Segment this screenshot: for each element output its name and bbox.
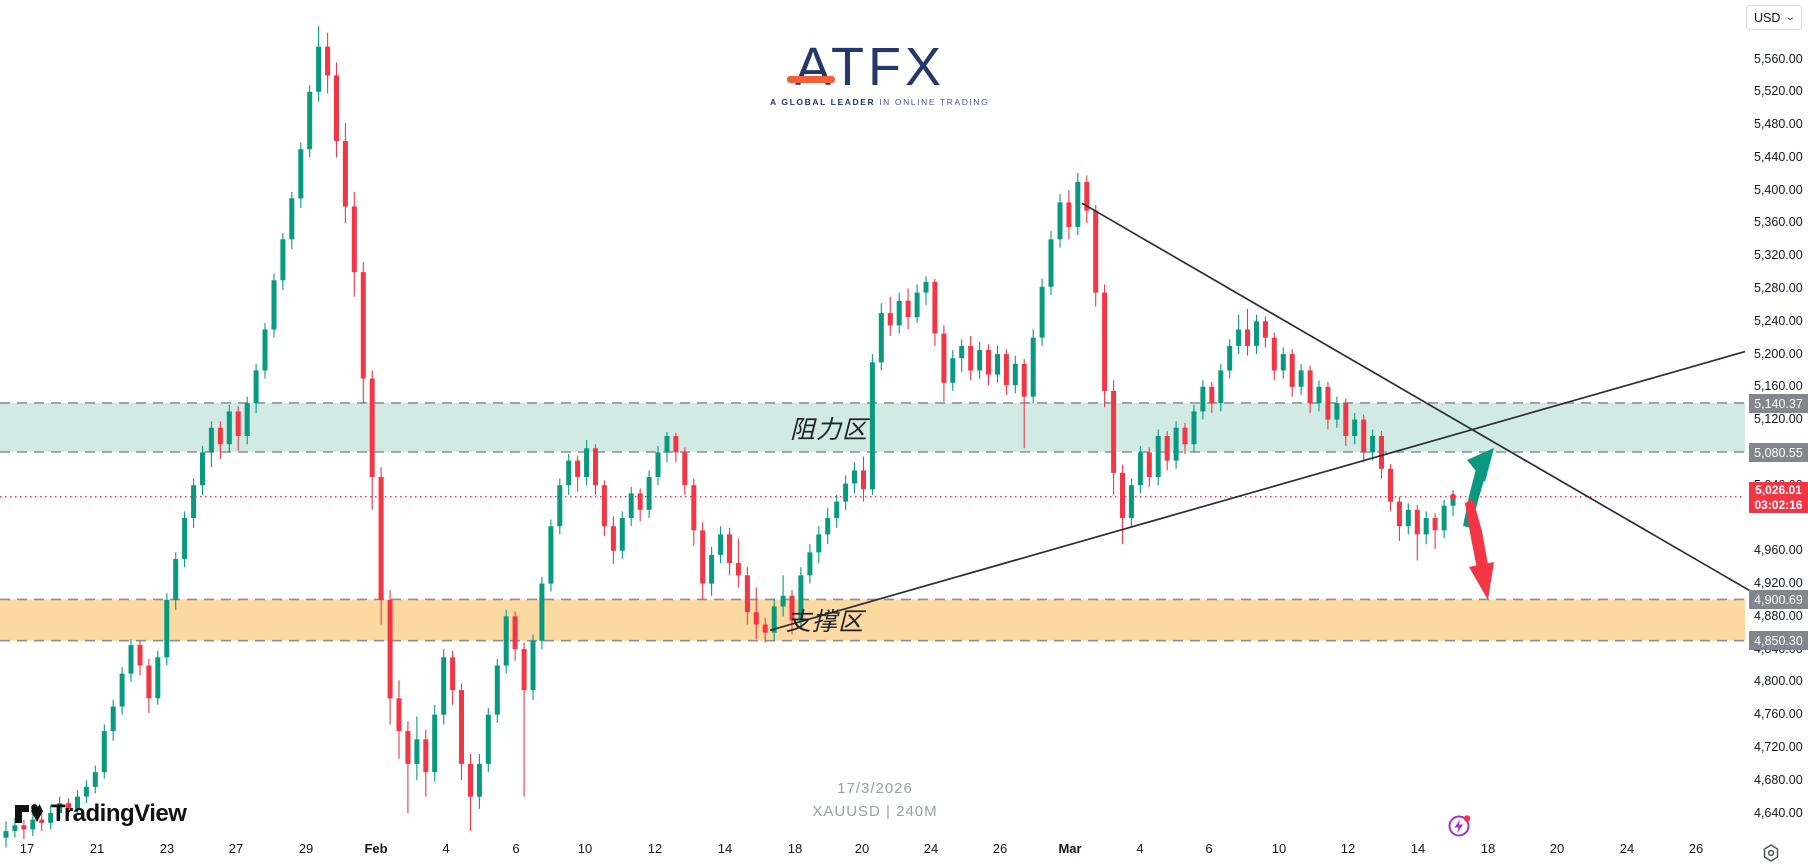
price-axis-tick[interactable]: 5,120.00 <box>1754 412 1803 427</box>
price-axis-tick[interactable]: 5,440.00 <box>1754 149 1803 164</box>
atfx-brand-text: ATFX <box>795 37 945 97</box>
support-top-price-label: 4,900.69 <box>1749 590 1808 609</box>
price-axis-tick[interactable]: 5,320.00 <box>1754 248 1803 263</box>
chart-watermark: 17/3/2026 XAUUSD | 240M <box>760 780 990 820</box>
time-axis-label[interactable]: 24 <box>1619 841 1635 856</box>
last-price-dot <box>1450 493 1456 500</box>
price-axis-tick[interactable]: 5,520.00 <box>1754 84 1803 99</box>
time-axis-label[interactable]: 23 <box>159 841 175 856</box>
time-axis-label[interactable]: 17 <box>19 841 35 856</box>
time-axis-label[interactable]: 6 <box>512 841 520 856</box>
atfx-orange-dash-icon <box>787 76 835 83</box>
resistance-bottom-price-label: 5,080.55 <box>1749 443 1808 462</box>
price-axis-tick[interactable]: 5,360.00 <box>1754 215 1803 230</box>
time-axis-label[interactable]: 18 <box>1480 841 1496 856</box>
time-axis-label[interactable]: 6 <box>1205 841 1213 856</box>
time-axis-label[interactable]: 14 <box>717 841 733 856</box>
price-axis-tick[interactable]: 4,640.00 <box>1754 805 1803 820</box>
tradingview-logo[interactable]: TradingView <box>14 799 187 829</box>
ascending-trendline[interactable] <box>769 350 1746 632</box>
watermark-date: 17/3/2026 <box>837 780 913 797</box>
atfx-logo: ATFX A GLOBAL LEADER IN ONLINE TRADING <box>770 37 988 107</box>
atfx-wordmark: ATFX <box>787 37 945 97</box>
time-axis-label[interactable]: 10 <box>577 841 593 856</box>
time-axis-label[interactable]: 14 <box>1410 841 1426 856</box>
price-axis-tick[interactable]: 4,680.00 <box>1754 772 1803 787</box>
time-axis-label[interactable]: 21 <box>89 841 105 856</box>
time-axis-label[interactable]: 12 <box>1340 841 1356 856</box>
watermark-symbol: XAUUSD | 240M <box>812 803 938 820</box>
last-price-value: 5,026.01 <box>1755 483 1802 497</box>
tradingview-mark-icon <box>15 804 43 823</box>
atfx-tagline-bold: A GLOBAL LEADER <box>770 97 876 107</box>
time-axis-label[interactable]: 24 <box>923 841 939 856</box>
price-axis-tick[interactable]: 5,480.00 <box>1754 117 1803 132</box>
price-axis-tick[interactable]: 5,280.00 <box>1754 280 1803 295</box>
price-axis-tick[interactable]: 4,920.00 <box>1754 576 1803 591</box>
price-axis-tick[interactable]: 5,240.00 <box>1754 313 1803 328</box>
currency-selector-value: USD <box>1754 10 1781 25</box>
axis-settings-gear-icon[interactable] <box>1761 843 1781 867</box>
descending-trendline[interactable] <box>1081 202 1764 600</box>
support-zone-label: 支撑区 <box>786 608 865 636</box>
last-price-label: 5,026.01 03:02:16 <box>1749 482 1808 513</box>
time-axis-label[interactable]: 20 <box>854 841 870 856</box>
price-axis-tick[interactable]: 5,560.00 <box>1754 51 1803 66</box>
price-axis-tick[interactable]: 5,400.00 <box>1754 182 1803 197</box>
support-bottom-price-label: 4,850.30 <box>1749 631 1808 650</box>
bearish-scenario-arrow[interactable] <box>1465 499 1494 600</box>
price-axis-tick[interactable]: 4,800.00 <box>1754 674 1803 689</box>
time-axis-label[interactable]: 4 <box>1136 841 1144 856</box>
time-axis-label[interactable]: Feb <box>364 841 388 856</box>
bar-countdown: 03:02:16 <box>1754 498 1803 512</box>
support-zone[interactable] <box>0 599 1745 641</box>
price-axis-tick[interactable]: 4,880.00 <box>1754 608 1803 623</box>
atfx-tagline: A GLOBAL LEADER IN ONLINE TRADING <box>770 97 988 107</box>
time-axis-label[interactable]: 26 <box>1688 841 1704 856</box>
time-axis-label[interactable]: 12 <box>647 841 663 856</box>
price-axis-tick[interactable]: 4,720.00 <box>1754 739 1803 754</box>
time-axis-label[interactable]: 4 <box>442 841 450 856</box>
time-axis-label[interactable]: 27 <box>228 841 244 856</box>
chevron-down-icon: ⌄ <box>1783 12 1796 23</box>
currency-selector[interactable]: USD ⌄ <box>1746 5 1802 30</box>
time-axis-label[interactable]: 29 <box>298 841 314 856</box>
price-axis-tick[interactable]: 4,760.00 <box>1754 707 1803 722</box>
resistance-top-price-label: 5,140.37 <box>1749 394 1808 413</box>
time-axis-label[interactable]: 10 <box>1271 841 1287 856</box>
time-axis-label[interactable]: 26 <box>992 841 1008 856</box>
time-axis-label[interactable]: 20 <box>1549 841 1565 856</box>
events-flash-icon[interactable] <box>1447 813 1473 844</box>
price-axis-tick[interactable]: 5,200.00 <box>1754 346 1803 361</box>
price-axis-tick[interactable]: 4,960.00 <box>1754 543 1803 558</box>
time-axis-label[interactable]: Mar <box>1058 841 1082 856</box>
atfx-tagline-rest: IN ONLINE TRADING <box>875 97 990 107</box>
tradingview-text: TradingView <box>51 800 187 827</box>
resistance-zone-label: 阻力区 <box>790 416 869 444</box>
price-axis-tick[interactable]: 5,160.00 <box>1754 379 1803 394</box>
time-axis-label[interactable]: 18 <box>787 841 803 856</box>
